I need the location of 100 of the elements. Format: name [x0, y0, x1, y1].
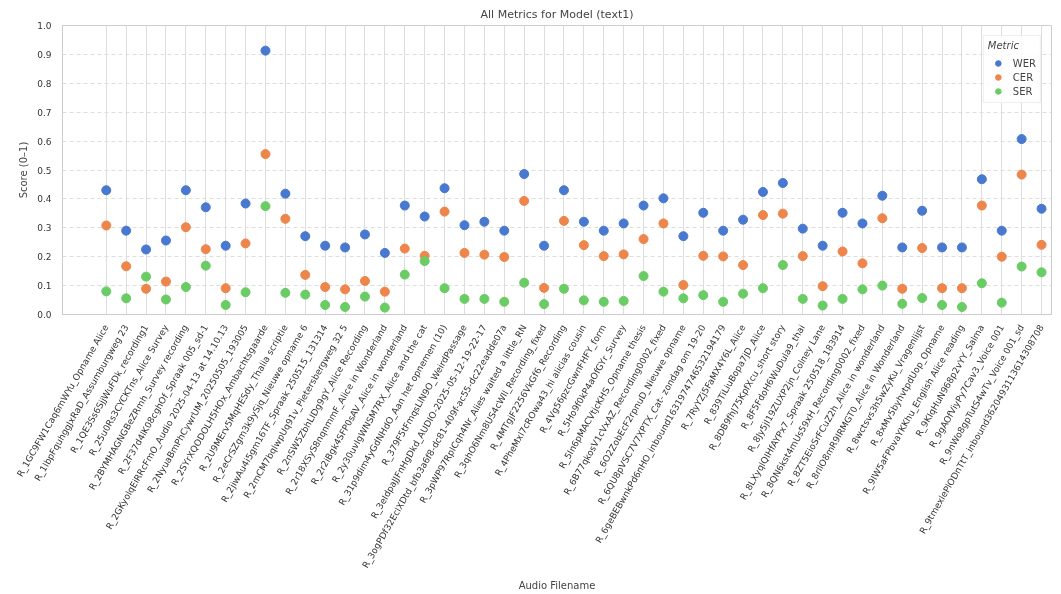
point [340, 284, 351, 295]
point [1016, 134, 1027, 145]
chart-title: All Metrics for Model (text1) [480, 7, 634, 21]
point [379, 247, 390, 258]
point [598, 251, 609, 262]
point [698, 207, 709, 218]
y-tick-label: 0.0 [37, 310, 52, 320]
point [519, 277, 530, 288]
point [539, 299, 550, 310]
point [320, 282, 331, 293]
point [558, 215, 569, 226]
point [200, 260, 211, 271]
point [359, 229, 370, 240]
point [419, 256, 430, 267]
point [877, 280, 888, 291]
point [937, 299, 948, 310]
point [996, 251, 1007, 262]
point [638, 271, 649, 282]
point [220, 299, 231, 310]
point [479, 293, 490, 304]
point [738, 214, 749, 225]
point [956, 301, 967, 312]
point [956, 283, 967, 294]
legend-label: SER [1012, 84, 1033, 98]
point [917, 293, 928, 304]
point [817, 300, 828, 311]
point [260, 201, 271, 212]
legend-label: CER [1012, 70, 1034, 84]
x-axis-title: Audio Filename [518, 580, 596, 592]
point [439, 183, 450, 194]
point [917, 205, 928, 216]
point [777, 208, 788, 219]
point [379, 302, 390, 313]
point [519, 195, 530, 206]
point [897, 242, 908, 253]
point [738, 260, 749, 271]
point [141, 244, 152, 255]
point [499, 225, 510, 236]
point [539, 282, 550, 293]
point [1016, 169, 1027, 180]
y-tick-label: 0.2 [37, 252, 52, 263]
point [857, 218, 868, 229]
point [897, 298, 908, 309]
point [499, 296, 510, 307]
point [141, 271, 152, 282]
point [121, 225, 132, 236]
point [678, 231, 689, 242]
legend-title: Metric [987, 40, 1020, 51]
point [638, 234, 649, 245]
point [1036, 239, 1047, 250]
point [757, 283, 768, 294]
point [280, 213, 291, 224]
point [459, 293, 470, 304]
point [479, 216, 490, 227]
point [160, 235, 171, 246]
point [777, 178, 788, 188]
y-tick-label: 0.1 [37, 281, 52, 292]
point [996, 225, 1007, 236]
point [121, 261, 132, 272]
point [738, 288, 749, 299]
y-axis-title: Score (0–1) [18, 141, 30, 199]
point [618, 295, 629, 306]
point [200, 202, 211, 213]
point [757, 186, 768, 197]
point [399, 269, 410, 280]
point [399, 243, 410, 254]
point [260, 45, 271, 56]
point [817, 281, 828, 292]
point [240, 287, 251, 298]
point [757, 210, 768, 221]
point [459, 220, 470, 231]
point [618, 249, 629, 260]
point [718, 296, 729, 307]
point [479, 249, 490, 260]
point [638, 200, 649, 211]
point [180, 185, 191, 196]
point [340, 301, 351, 312]
point [976, 278, 987, 289]
point [379, 286, 390, 297]
point [658, 286, 669, 297]
y-tick-label: 0.3 [37, 223, 52, 234]
point [897, 283, 908, 294]
point [718, 225, 729, 236]
point [578, 240, 589, 251]
point [439, 283, 450, 294]
point [857, 258, 868, 269]
point [220, 240, 231, 251]
point [678, 293, 689, 304]
point [101, 220, 112, 231]
point [658, 218, 669, 229]
point [817, 240, 828, 251]
point [280, 188, 291, 199]
point [101, 185, 112, 196]
point [240, 198, 251, 209]
y-tick-label: 0.7 [37, 107, 52, 118]
point [718, 251, 729, 262]
point [658, 193, 669, 204]
y-tick-label: 0.6 [37, 136, 52, 147]
point [558, 185, 569, 196]
point [578, 216, 589, 227]
